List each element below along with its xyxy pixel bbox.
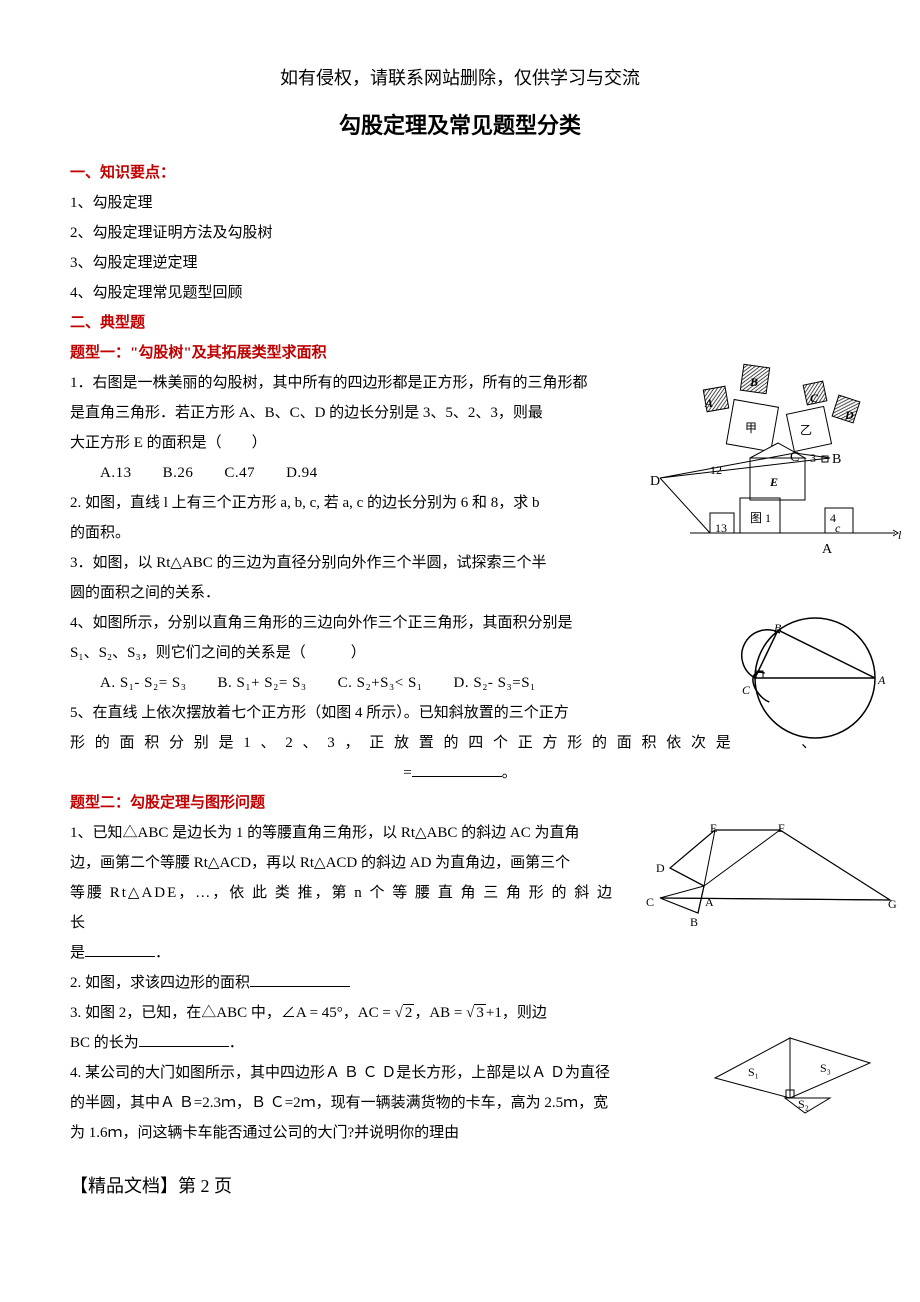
t2q4-c: 为 1.6ｍ，问这辆卡车能否通过公司的大门?并说明你的理由 bbox=[70, 1118, 630, 1148]
t2q3-d: BC 的长为 ． bbox=[70, 1028, 630, 1058]
kp-3: 3、勾股定理逆定理 bbox=[70, 248, 850, 278]
label-E: E bbox=[770, 470, 778, 494]
label-jia: 甲 bbox=[745, 416, 757, 440]
q3-line-a: 3．如图，以 Rt△ABC 的三边为直径分别向外作三个半圆，试探索三个半 bbox=[70, 548, 670, 578]
label-Av: A bbox=[822, 536, 832, 564]
top-notice: 如有侵权，请联系网站删除，仅供学习与交流 bbox=[70, 60, 850, 96]
t2q1-b: 边，画第二个等腰 Rt△ACD，再以 Rt△ACD 的斜边 AD 为直角边，画第… bbox=[70, 848, 630, 878]
spiral-A: A bbox=[705, 890, 714, 914]
kp-1: 1、勾股定理 bbox=[70, 188, 850, 218]
label-C: C bbox=[810, 386, 818, 410]
tri-S3: S₃ bbox=[820, 1056, 831, 1080]
q1-line-c: 大正方形 E 的面积是（ ） bbox=[70, 428, 670, 458]
sqrt2: 2 bbox=[403, 1004, 415, 1021]
figure-semicircles: B A C bbox=[720, 598, 900, 748]
spiral-G: G bbox=[888, 892, 897, 916]
kp-2: 2、勾股定理证明方法及勾股树 bbox=[70, 218, 850, 248]
label-3: 3 bbox=[810, 446, 816, 470]
t2q3-b: ，AB = bbox=[414, 1005, 466, 1021]
page-footer: 【精品文档】第 2 页 bbox=[70, 1168, 850, 1204]
t2q1-c: 等腰 Rt△ADE，…，依 此 类 推，第 n 个 等 腰 直 角 三 角 形 … bbox=[70, 878, 630, 938]
label-Cv: C bbox=[790, 444, 799, 472]
t2q3-a-text: 3. 如图 2，已知，在△ABC 中，∠A = 45°，AC = bbox=[70, 1005, 395, 1021]
q5-eq: = bbox=[403, 765, 411, 781]
q1-line-a: 1．右图是一株美丽的勾股树，其中所有的四边形都是正方形，所有的三角形都 bbox=[70, 368, 670, 398]
circle-A: A bbox=[878, 668, 885, 692]
q1-line-b: 是直角三角形．若正方形 A、B、C、D 的边长分别是 3、5、2、3，则最 bbox=[70, 398, 670, 428]
label-12: 12 bbox=[710, 458, 722, 482]
section2-head: 二、典型题 bbox=[70, 308, 850, 338]
t2q1-d: 是． bbox=[70, 938, 630, 968]
t2q3-e: ． bbox=[229, 1035, 244, 1051]
circle-B: B bbox=[774, 616, 781, 640]
q5-line-a: 5、在直线 上依次摆放着七个正方形（如图 4 所示）。已知斜放置的三个正方 bbox=[70, 698, 670, 728]
label-tu1: 图 1 bbox=[750, 506, 771, 530]
t2q1-e: ． bbox=[155, 945, 170, 961]
t2q1-a: 1、已知△ABC 是边长为 1 的等腰直角三角形，以 Rt△ABC 的斜边 AC… bbox=[70, 818, 630, 848]
figure-three-triangles: S₁ S₃ S₂ bbox=[710, 1028, 890, 1118]
q2-line-b: 的面积。 bbox=[70, 518, 670, 548]
q5-period: 。 bbox=[502, 765, 517, 781]
t2q2-text: 2. 如图，求该四边形的面积 bbox=[70, 975, 250, 991]
label-B: B bbox=[750, 370, 758, 394]
label-A: A bbox=[705, 391, 713, 415]
sqrt3: 3 bbox=[474, 1004, 486, 1021]
t2q3-d-text: BC 的长为 bbox=[70, 1035, 139, 1051]
main-title: 勾股定理及常见题型分类 bbox=[70, 104, 850, 148]
kp-4: 4、勾股定理常见题型回顾 bbox=[70, 278, 850, 308]
spiral-C: C bbox=[646, 890, 654, 914]
t2q1-d-text: 是 bbox=[70, 945, 85, 961]
label-yi: 乙 bbox=[800, 418, 812, 442]
figure-pythagoras-tree: A B C D 甲 乙 E C 3 B 12 D 13 图 1 4 c A l bbox=[650, 358, 910, 578]
spiral-D: D bbox=[656, 856, 665, 880]
q4-line-b: S₁、S₂、S₃，则它们之间的关系是（ ） bbox=[70, 638, 670, 668]
label-13: 13 bbox=[715, 516, 727, 540]
spiral-B: B bbox=[690, 910, 698, 934]
label-Bv: B bbox=[832, 446, 841, 474]
tri-S1: S₁ bbox=[748, 1060, 759, 1084]
q5-line-c: =。 bbox=[70, 758, 850, 788]
label-l: l bbox=[898, 523, 901, 547]
q4-options: A. S₁- S₂= S₃ B. S₁+ S₂= S₃ C. S₂+S₃< S₁… bbox=[70, 668, 670, 698]
spiral-E: E bbox=[710, 816, 717, 840]
circle-C: C bbox=[742, 678, 750, 702]
label-Dv: D bbox=[650, 468, 660, 496]
label-D: D bbox=[845, 403, 854, 427]
q4-line-a: 4、如图所示，分别以直角三角形的三边向外作三个正三角形，其面积分别是 bbox=[70, 608, 670, 638]
t2q3-a: 3. 如图 2，已知，在△ABC 中，∠A = 45°，AC = 2，AB = … bbox=[70, 998, 630, 1028]
q2-line-a: 2. 如图，直线 l 上有三个正方形 a, b, c, 若 a, c 的边长分别… bbox=[70, 488, 670, 518]
t2q4-a: 4. 某公司的大门如图所示，其中四边形Ａ Ｂ Ｃ Ｄ是长方形，上部是以Ａ Ｄ为直… bbox=[70, 1058, 630, 1088]
q1-options: A.13 B.26 C.47 D.94 bbox=[70, 458, 670, 488]
t2q3-c: +1，则边 bbox=[486, 1005, 547, 1021]
q3-line-b: 圆的面积之间的关系． bbox=[70, 578, 670, 608]
t2q4-b: 的半圆，其中Ａ Ｂ=2.3ｍ，Ｂ Ｃ=2ｍ，现有一辆装满货物的卡车，高为 2.5… bbox=[70, 1088, 630, 1118]
t2q2: 2. 如图，求该四边形的面积 bbox=[70, 968, 630, 998]
tri-S2: S₂ bbox=[798, 1092, 809, 1116]
spiral-F: F bbox=[778, 816, 785, 840]
type2-head: 题型二：勾股定理与图形问题 bbox=[70, 788, 850, 818]
section1-head: 一、知识要点： bbox=[70, 158, 850, 188]
label-c: c bbox=[835, 516, 840, 540]
figure-spiral-triangles: E F D C A B G bbox=[650, 818, 900, 938]
